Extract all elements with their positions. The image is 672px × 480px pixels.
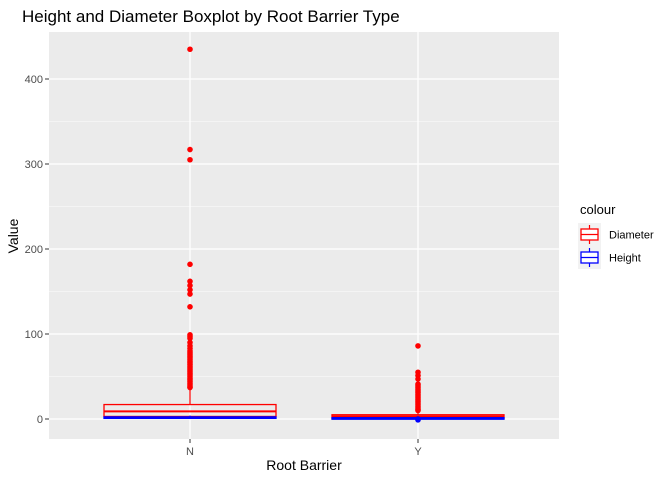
outlier-point <box>415 416 421 422</box>
y-tick-label: 400 <box>25 74 43 86</box>
y-tick-label: 0 <box>37 414 43 426</box>
outlier-point <box>187 282 193 289</box>
y-tick-label: 100 <box>25 329 43 341</box>
legend-label: Diameter <box>609 230 654 242</box>
outlier-layer <box>187 46 421 423</box>
outlier-point <box>415 376 421 382</box>
outlier-point <box>187 287 193 293</box>
plot-panel <box>49 32 559 439</box>
outlier-point <box>187 291 193 297</box>
outlier-point <box>187 146 193 153</box>
outlier-point <box>187 384 193 391</box>
y-tick-label: 200 <box>25 244 43 256</box>
box-layer <box>103 388 505 420</box>
outlier-point <box>187 335 193 342</box>
outlier-point <box>415 407 421 414</box>
outlier-point <box>187 46 193 53</box>
chart-title: Height and Diameter Boxplot by Root Barr… <box>22 7 400 26</box>
legend-title: colour <box>580 202 616 217</box>
y-axis-title: Value <box>5 218 21 253</box>
outlier-point <box>187 156 193 163</box>
outlier-point <box>187 278 193 285</box>
legend-keys: Diameter Height <box>578 223 654 269</box>
y-tick-label: 300 <box>25 159 43 171</box>
y-axis: 0 100 200 300 400 <box>25 74 49 426</box>
legend: colour Diameter Height <box>578 202 654 269</box>
outlier-point <box>187 261 193 268</box>
x-axis-title: Root Barrier <box>266 457 342 473</box>
x-tick-label: N <box>186 446 194 458</box>
outlier-point <box>187 304 193 310</box>
outlier-point <box>415 343 421 349</box>
legend-label: Height <box>609 253 641 265</box>
x-tick-label: Y <box>414 446 422 458</box>
minor-gridlines <box>49 121 559 377</box>
